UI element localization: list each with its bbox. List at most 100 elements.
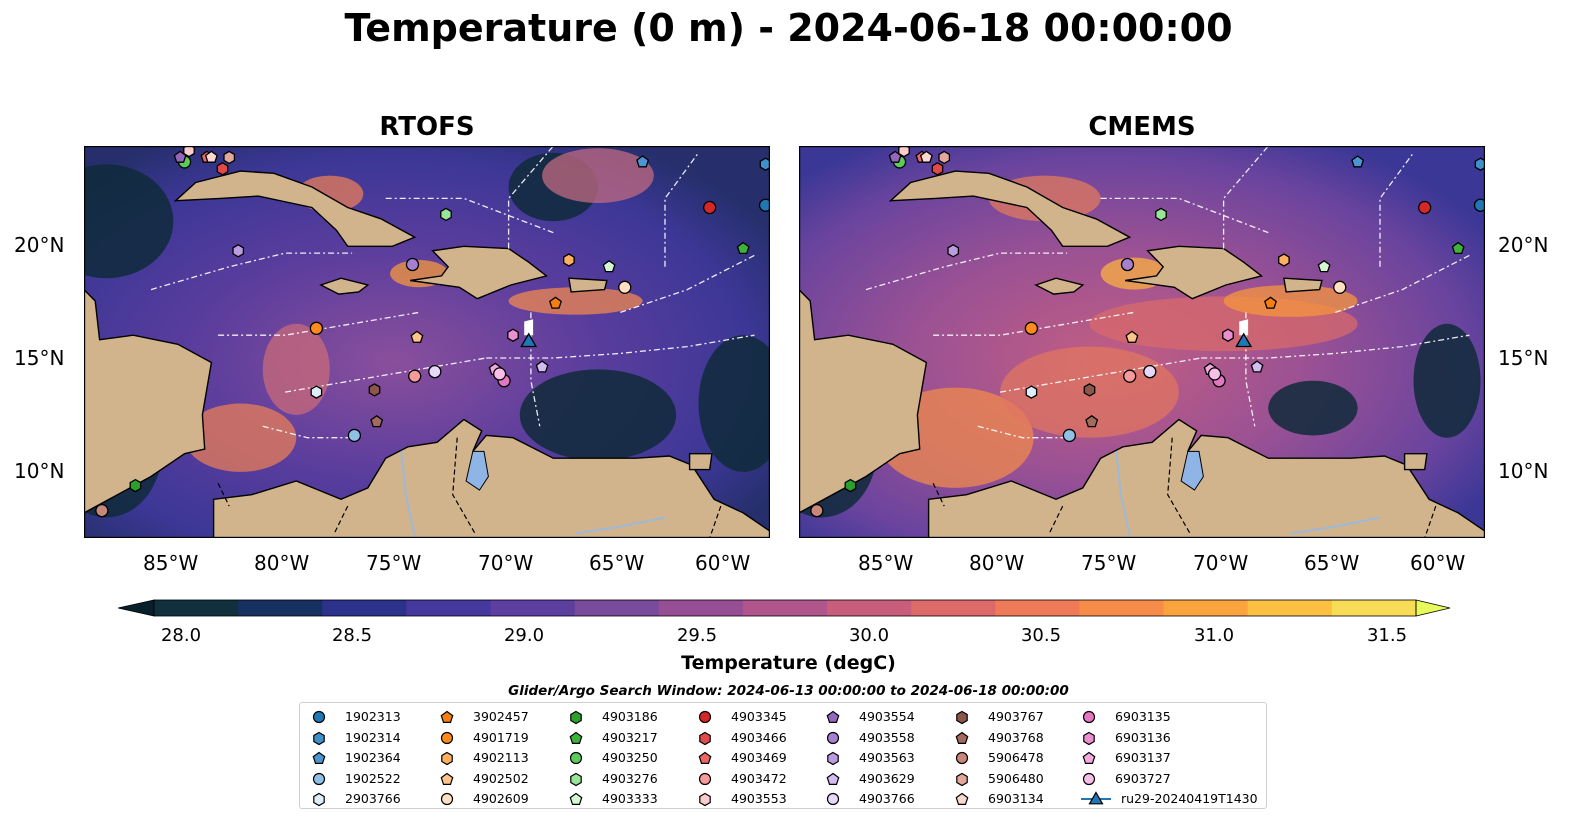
legend-marker-icon xyxy=(1082,772,1096,785)
station-marker-6903727[interactable] xyxy=(492,367,507,381)
legend-label: 1902522 xyxy=(345,770,401,786)
station-marker-4903768[interactable] xyxy=(370,414,384,428)
station-marker-1902313[interactable] xyxy=(1473,198,1485,212)
landmass-cuba xyxy=(173,170,417,248)
station-marker-4903766[interactable] xyxy=(1143,364,1157,379)
station-marker-1902364[interactable] xyxy=(1351,155,1365,168)
station-marker-5906478[interactable] xyxy=(95,504,109,518)
station-marker-4903466[interactable] xyxy=(931,162,944,176)
station-marker-4903553[interactable] xyxy=(898,146,910,158)
legend-marker-icon xyxy=(698,710,712,724)
station-marker-5906478[interactable] xyxy=(810,504,824,518)
search-window-caption: Glider/Argo Search Window: 2024-06-13 00… xyxy=(508,683,1069,699)
glider-marker[interactable] xyxy=(1235,332,1253,348)
map-panel-rtofs[interactable] xyxy=(84,146,770,538)
legend-label: 1902314 xyxy=(345,729,401,745)
colorbar-segment xyxy=(490,600,576,616)
station-marker-4903766[interactable] xyxy=(428,364,442,379)
legend-label: 1902364 xyxy=(345,750,401,765)
station-marker-4903554[interactable] xyxy=(888,150,902,163)
legend-label: 4902113 xyxy=(473,750,529,765)
station-marker-4903558[interactable] xyxy=(405,257,420,272)
station-marker-3902457[interactable] xyxy=(549,296,562,309)
station-marker-4903217[interactable] xyxy=(1451,241,1465,255)
station-marker-1902314[interactable] xyxy=(759,157,770,171)
station-marker-6903727[interactable] xyxy=(1207,367,1222,381)
colorbar-tick-label: 31.5 xyxy=(1366,625,1408,646)
landmass-trinidad xyxy=(688,453,713,471)
station-marker-6903136[interactable] xyxy=(507,328,519,342)
station-marker-4903629[interactable] xyxy=(1250,360,1264,373)
station-marker-4903558[interactable] xyxy=(1120,257,1135,272)
colorbar-tick-label: 30.5 xyxy=(1020,625,1062,646)
station-marker-4902502[interactable] xyxy=(1125,330,1139,343)
station-marker-4902113[interactable] xyxy=(1278,253,1290,267)
legend: 1902313 1902314 1902364 1902522 2903766 39024… xyxy=(299,702,1267,809)
map-panel-cmems[interactable] xyxy=(799,146,1485,538)
lon-tick-label: 85°W xyxy=(143,551,199,575)
station-marker-4903345[interactable] xyxy=(703,200,717,215)
station-marker-4902609[interactable] xyxy=(618,280,632,294)
station-marker-4903333[interactable] xyxy=(1317,259,1331,273)
colorbar-segment xyxy=(574,600,660,616)
station-marker-1902314[interactable] xyxy=(1474,157,1485,171)
legend-marker-icon xyxy=(699,792,711,807)
station-marker-1902522[interactable] xyxy=(347,428,362,443)
station-marker-5906480[interactable] xyxy=(938,150,951,165)
colorbar-segment xyxy=(995,600,1080,616)
colorbar-segment xyxy=(1247,600,1333,616)
glider-marker[interactable] xyxy=(520,332,538,348)
station-marker-6903134[interactable] xyxy=(204,150,218,163)
station-marker-1902313[interactable] xyxy=(758,198,770,212)
station-marker-4903563[interactable] xyxy=(232,244,245,258)
station-marker-4903186[interactable] xyxy=(129,478,142,493)
station-marker-4903767[interactable] xyxy=(1083,383,1096,397)
lon-tick-label: 70°W xyxy=(478,551,534,575)
lon-tick-label: 80°W xyxy=(969,551,1025,575)
legend-marker-icon xyxy=(570,772,582,786)
legend-marker-icon xyxy=(826,792,840,806)
lon-tick-label: 70°W xyxy=(1193,551,1249,575)
station-marker-4902609[interactable] xyxy=(1333,280,1347,294)
station-marker-4903553[interactable] xyxy=(183,146,195,158)
station-marker-4903466[interactable] xyxy=(216,162,229,176)
legend-label: 3902457 xyxy=(473,709,529,724)
station-marker-1902364[interactable] xyxy=(636,155,650,168)
landmass-hispaniola xyxy=(410,245,549,300)
station-marker-4903276[interactable] xyxy=(1155,207,1167,222)
legend-marker-icon xyxy=(955,792,969,805)
station-marker-2903766[interactable] xyxy=(1025,385,1038,399)
legend-label: 4903186 xyxy=(602,709,658,724)
station-marker-4903472[interactable] xyxy=(1123,369,1137,383)
station-marker-5906480[interactable] xyxy=(223,150,236,165)
station-marker-4903554[interactable] xyxy=(173,150,187,163)
station-marker-4903276[interactable] xyxy=(440,207,452,222)
station-marker-4902502[interactable] xyxy=(410,330,424,343)
station-marker-6903136[interactable] xyxy=(1222,328,1234,342)
station-marker-3902457[interactable] xyxy=(1264,296,1277,309)
landmass-puertoRico xyxy=(568,277,608,293)
figure-title: Temperature (0 m) - 2024-06-18 00:00:00 xyxy=(344,6,1233,50)
station-marker-4903345[interactable] xyxy=(1418,200,1432,215)
station-marker-4903472[interactable] xyxy=(408,369,422,383)
legend-label: 4903276 xyxy=(602,770,658,786)
station-marker-4903186[interactable] xyxy=(844,478,857,493)
colorbar-extend-low xyxy=(118,599,155,617)
legend-label: 6903136 xyxy=(1115,729,1171,745)
station-marker-4903333[interactable] xyxy=(602,259,616,273)
legend-marker-icon xyxy=(827,751,839,766)
station-marker-4901719[interactable] xyxy=(1024,321,1039,335)
station-marker-4901719[interactable] xyxy=(309,321,324,335)
legend-label: 4903345 xyxy=(731,709,787,724)
legend-label: 6903727 xyxy=(1115,770,1171,786)
station-marker-4903768[interactable] xyxy=(1085,414,1099,428)
station-marker-4903217[interactable] xyxy=(736,241,750,255)
legend-label: ru29-20240419T1430 xyxy=(1121,791,1258,806)
station-marker-4903563[interactable] xyxy=(947,244,960,258)
station-marker-6903134[interactable] xyxy=(919,150,933,163)
station-marker-4903767[interactable] xyxy=(368,383,381,397)
station-marker-2903766[interactable] xyxy=(310,385,323,399)
station-marker-1902522[interactable] xyxy=(1062,428,1077,443)
station-marker-4903629[interactable] xyxy=(535,360,549,373)
station-marker-4902113[interactable] xyxy=(563,253,575,267)
